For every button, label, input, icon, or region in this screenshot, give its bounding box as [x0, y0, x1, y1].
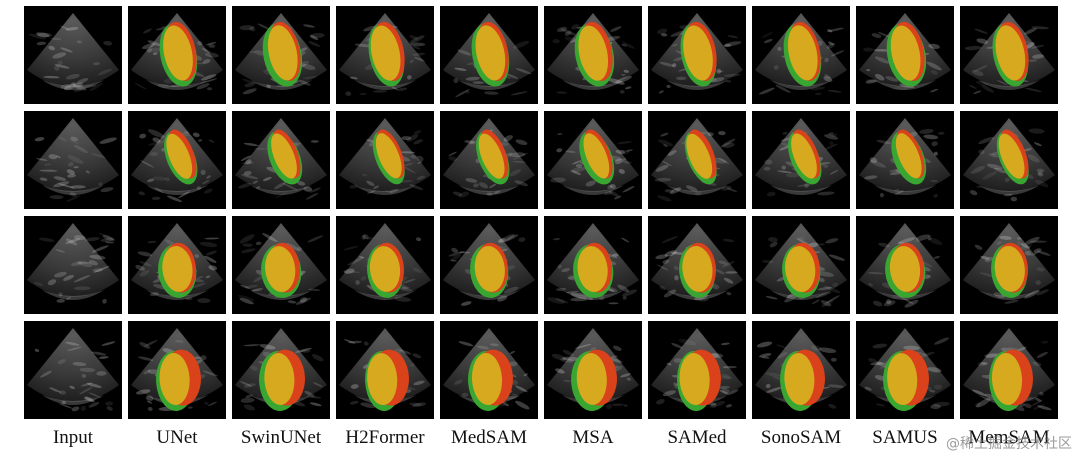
segmentation-image — [648, 111, 746, 209]
segmentation-image — [128, 111, 226, 209]
column-label-unet: UNet — [156, 427, 198, 448]
segmentation-image — [752, 321, 850, 419]
segmentation-image — [960, 6, 1058, 104]
segmentation-image — [960, 111, 1058, 209]
column-label-samus: SAMUS — [872, 427, 938, 448]
segmentation-image — [648, 321, 746, 419]
segmentation-image — [856, 321, 954, 419]
segmentation-image — [128, 321, 226, 419]
watermark: @稀土掘金技术社区 — [946, 436, 1072, 452]
column-label-medsam: MedSAM — [450, 427, 527, 448]
column-label-sonosam: SonoSAM — [760, 427, 842, 448]
input-image — [24, 6, 122, 104]
segmentation-image — [648, 216, 746, 314]
segmentation-image — [232, 111, 330, 209]
segmentation-image — [336, 111, 434, 209]
column-label-msa: MSA — [572, 427, 614, 448]
segmentation-image — [440, 216, 538, 314]
segmentation-image — [232, 216, 330, 314]
column-label-swinunet: SwinUNet — [240, 427, 322, 448]
column-label-input: Input — [52, 427, 94, 448]
result-image-grid — [24, 6, 1058, 419]
input-image — [24, 111, 122, 209]
segmentation-image — [648, 6, 746, 104]
segmentation-image — [232, 321, 330, 419]
input-image — [24, 216, 122, 314]
segmentation-image — [856, 6, 954, 104]
segmentation-image — [960, 216, 1058, 314]
column-label-h2former: H2Former — [345, 427, 425, 448]
segmentation-image — [544, 6, 642, 104]
segmentation-image — [544, 216, 642, 314]
segmentation-image — [440, 321, 538, 419]
column-labels: Input UNet SwinUNet H2Former MedSAM MSA … — [24, 426, 1058, 450]
column-label-memsam: MemSAM — [968, 427, 1050, 448]
segmentation-image — [128, 216, 226, 314]
segmentation-image — [856, 216, 954, 314]
segmentation-image — [544, 111, 642, 209]
column-label-samed: SAMed — [667, 427, 727, 448]
segmentation-image — [752, 111, 850, 209]
segmentation-image — [440, 6, 538, 104]
segmentation-image — [752, 216, 850, 314]
segmentation-image — [336, 321, 434, 419]
segmentation-image — [128, 6, 226, 104]
segmentation-image — [752, 6, 850, 104]
segmentation-image — [336, 6, 434, 104]
segmentation-image — [856, 111, 954, 209]
segmentation-image — [336, 216, 434, 314]
segmentation-image — [232, 6, 330, 104]
segmentation-image — [960, 321, 1058, 419]
input-image — [24, 321, 122, 419]
segmentation-image — [440, 111, 538, 209]
segmentation-image — [544, 321, 642, 419]
